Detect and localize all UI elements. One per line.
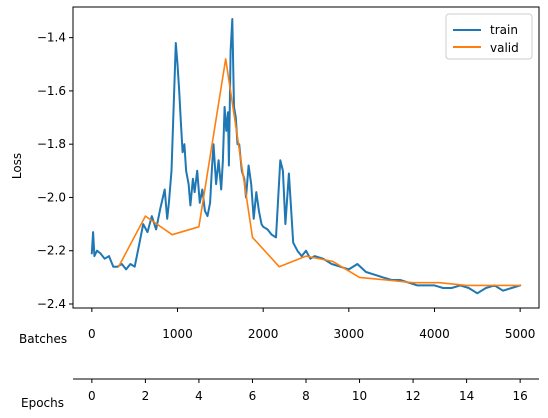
- epoch-tick-label: 4: [195, 389, 203, 403]
- y-tick-label: −2.0: [37, 190, 66, 204]
- x-tick-label: 3000: [334, 327, 365, 341]
- epoch-tick-label: 8: [302, 389, 310, 403]
- legend-label-valid: valid: [490, 41, 519, 55]
- epochs-axis: 0 2 4 6 8 10 12 14 16: [73, 378, 539, 403]
- x-tick-label: 1000: [162, 327, 193, 341]
- epoch-tick-label: 6: [249, 389, 257, 403]
- epoch-tick-label: 2: [142, 389, 150, 403]
- y-axis: −2.4 −2.2 −2.0 −1.8 −1.6 −1.4: [37, 31, 73, 311]
- epoch-tick-label: 14: [459, 389, 474, 403]
- y-tick-label: −1.8: [37, 137, 66, 151]
- legend-label-train: train: [490, 23, 518, 37]
- y-tick-label: −2.4: [37, 297, 66, 311]
- y-tick-label: −2.2: [37, 244, 66, 258]
- y-axis-title: Loss: [10, 153, 24, 179]
- x-tick-label: 5000: [505, 327, 536, 341]
- series-layer: [90, 18, 522, 295]
- x-tick-label: 4000: [419, 327, 450, 341]
- x-axis-title-epochs: Epochs: [21, 396, 64, 410]
- series-line-train: [90, 18, 522, 295]
- y-tick-label: −1.4: [37, 31, 66, 45]
- x-axis-title-batches: Batches: [19, 332, 67, 346]
- epoch-tick-label: 0: [88, 389, 96, 403]
- legend: train valid: [445, 13, 533, 60]
- series-line-valid: [117, 58, 522, 287]
- epoch-tick-label: 16: [513, 389, 528, 403]
- epoch-tick-label: 10: [352, 389, 367, 403]
- x-tick-label: 0: [88, 327, 96, 341]
- x-axis: 0 1000 2000 3000 4000 5000: [88, 308, 535, 341]
- x-tick-label: 2000: [248, 327, 279, 341]
- epoch-tick-label: 12: [405, 389, 420, 403]
- y-tick-label: −1.6: [37, 84, 66, 98]
- legend-box: [445, 13, 533, 60]
